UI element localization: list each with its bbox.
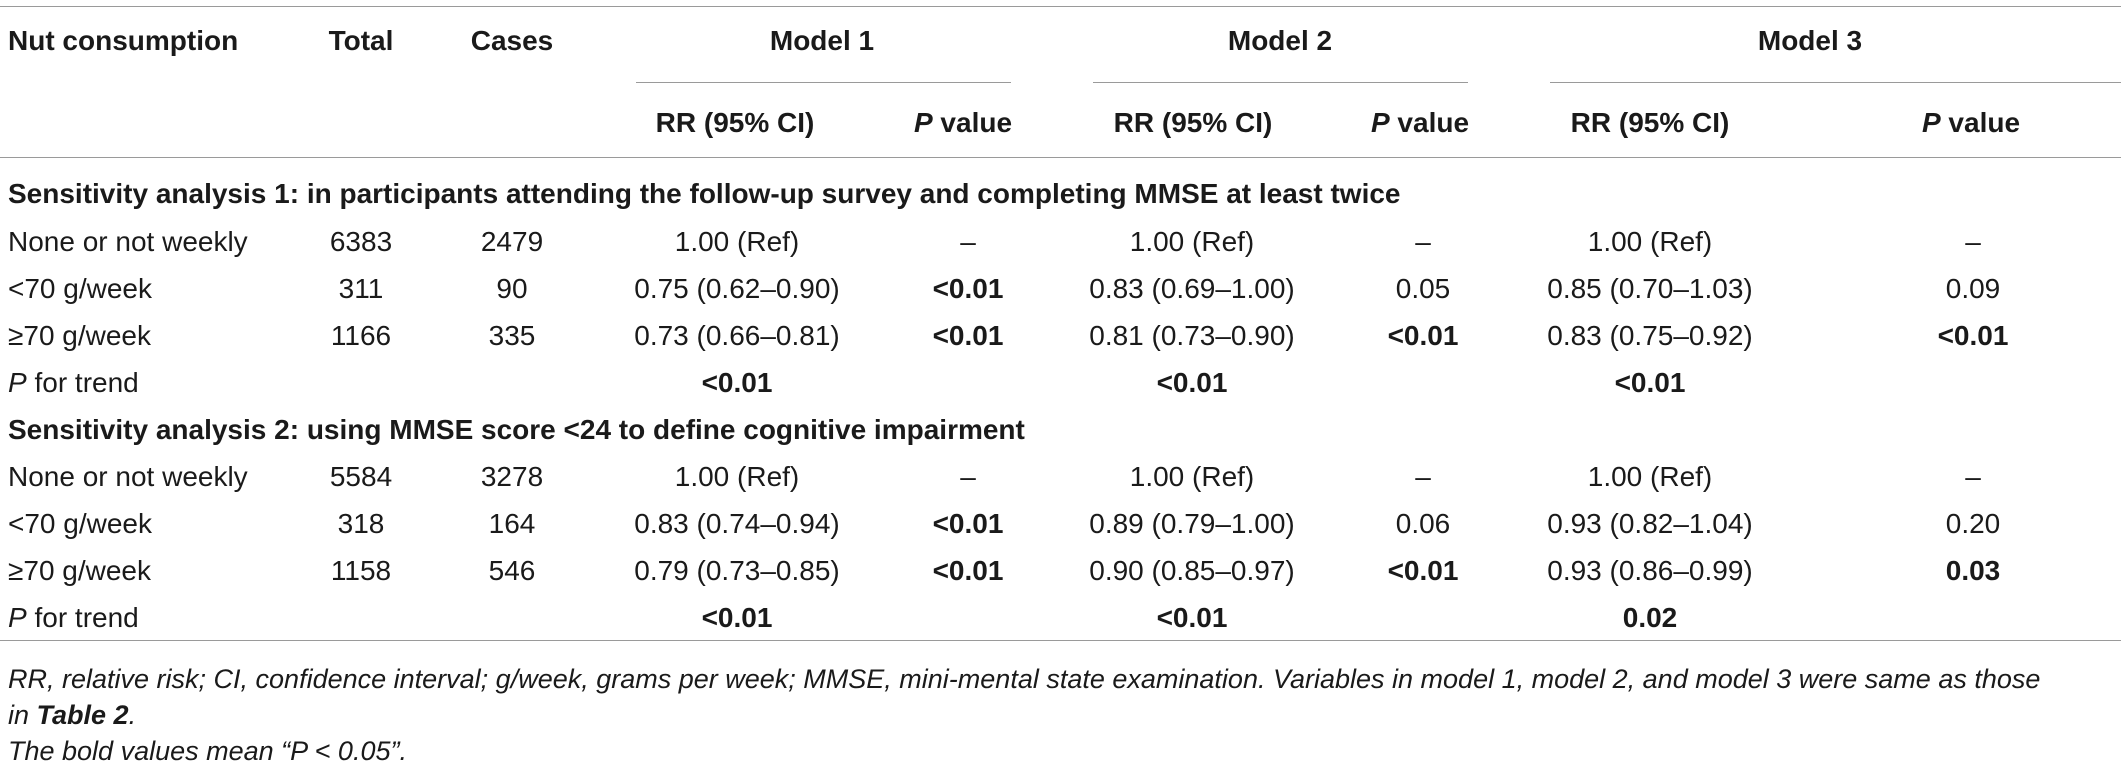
cell-cases: 2479	[480, 226, 544, 257]
cell-m3-rr: 0.93 (0.86–0.99)	[1547, 555, 1753, 586]
col-header-nut: Nut consumption	[8, 25, 239, 56]
header-rule	[0, 157, 2121, 158]
cell-m2-rr: 0.90 (0.85–0.97)	[1089, 555, 1295, 586]
cell-m2-p: <0.01	[1387, 320, 1459, 351]
cell-total: 311	[338, 273, 384, 304]
col-header-cases: Cases	[470, 25, 554, 56]
row-label: None or not weekly	[8, 226, 248, 257]
cell-m3-p: 0.20	[1945, 508, 2001, 539]
cell-m1-rr: 1.00 (Ref)	[674, 226, 800, 257]
cell-m2-p: –	[1415, 461, 1431, 492]
cell-cases: 546	[488, 555, 536, 586]
col-header-m3-p: P value	[1921, 107, 2021, 138]
model3-underline	[1550, 82, 2121, 83]
col-header-total: Total	[328, 25, 394, 56]
trend-m2: <0.01	[1156, 367, 1228, 398]
top-rule	[0, 6, 2121, 7]
section-title: Sensitivity analysis 2: using MMSE score…	[8, 414, 1025, 445]
col-header-model3: Model 3	[1757, 25, 1863, 56]
cell-m3-rr: 0.83 (0.75–0.92)	[1547, 320, 1753, 351]
cell-total: 318	[337, 508, 385, 539]
model2-underline	[1093, 82, 1468, 83]
trend-m3: 0.02	[1622, 602, 1678, 633]
cell-m3-rr: 0.93 (0.82–1.04)	[1547, 508, 1753, 539]
cell-cases: 90	[496, 273, 528, 304]
row-label: None or not weekly	[8, 461, 248, 492]
cell-total: 1166	[330, 320, 392, 351]
cell-m1-p: <0.01	[932, 273, 1004, 304]
cell-m2-rr: 0.81 (0.73–0.90)	[1089, 320, 1295, 351]
row-label: <70 g/week	[8, 508, 152, 539]
col-header-m3-rr: RR (95% CI)	[1570, 107, 1730, 138]
trend-m2: <0.01	[1156, 602, 1228, 633]
section-title: Sensitivity analysis 1: in participants …	[8, 178, 1401, 209]
cell-m3-p: –	[1965, 461, 1981, 492]
cell-m2-p: <0.01	[1387, 555, 1459, 586]
cell-m1-rr: 0.83 (0.74–0.94)	[634, 508, 840, 539]
cell-m1-rr: 0.73 (0.66–0.81)	[634, 320, 840, 351]
col-header-m1-p: P value	[913, 107, 1013, 138]
trend-m1: <0.01	[701, 367, 773, 398]
model1-underline	[636, 82, 1011, 83]
row-label: ≥70 g/week	[8, 555, 152, 586]
cell-m2-p: 0.06	[1395, 508, 1451, 539]
cell-total: 1158	[330, 555, 392, 586]
cell-m1-rr: 0.79 (0.73–0.85)	[634, 555, 840, 586]
trend-m3: <0.01	[1614, 367, 1686, 398]
cell-m3-rr: 1.00 (Ref)	[1587, 461, 1713, 492]
col-header-m2-rr: RR (95% CI)	[1113, 107, 1273, 138]
cell-cases: 164	[488, 508, 536, 539]
cell-m1-rr: 0.75 (0.62–0.90)	[634, 273, 840, 304]
cell-m3-p: 0.03	[1945, 555, 2001, 586]
cell-m2-rr: 0.83 (0.69–1.00)	[1089, 273, 1295, 304]
col-header-model1: Model 1	[769, 25, 875, 56]
table-2-link: Table 2	[36, 700, 129, 730]
cell-m2-rr: 1.00 (Ref)	[1129, 226, 1255, 257]
footnote-bold-meaning: The bold values mean “P < 0.05”.	[8, 736, 407, 766]
row-label: <70 g/week	[8, 273, 152, 304]
cell-m3-p: <0.01	[1937, 320, 2009, 351]
cell-m1-p: –	[960, 461, 976, 492]
cell-total: 6383	[329, 226, 393, 257]
cell-m3-p: –	[1965, 226, 1981, 257]
col-header-model2: Model 2	[1227, 25, 1333, 56]
cell-cases: 3278	[480, 461, 544, 492]
cell-m1-p: –	[960, 226, 976, 257]
cell-total: 5584	[329, 461, 393, 492]
cell-cases: 335	[488, 320, 536, 351]
bottom-rule	[0, 640, 2121, 641]
cell-m2-p: 0.05	[1395, 273, 1451, 304]
col-header-m2-p: P value	[1370, 107, 1470, 138]
cell-m2-rr: 1.00 (Ref)	[1129, 461, 1255, 492]
cell-m2-p: –	[1415, 226, 1431, 257]
cell-m1-rr: 1.00 (Ref)	[674, 461, 800, 492]
cell-m3-rr: 1.00 (Ref)	[1587, 226, 1713, 257]
cell-m2-rr: 0.89 (0.79–1.00)	[1089, 508, 1295, 539]
cell-m1-p: <0.01	[932, 555, 1004, 586]
row-label: ≥70 g/week	[8, 320, 152, 351]
footnote-table-ref: in Table 2.	[8, 700, 137, 730]
cell-m1-p: <0.01	[932, 320, 1004, 351]
trend-m1: <0.01	[701, 602, 773, 633]
col-header-m1-rr: RR (95% CI)	[655, 107, 815, 138]
trend-label: P for trend	[8, 602, 139, 633]
cell-m3-p: 0.09	[1945, 273, 2001, 304]
trend-label: P for trend	[8, 367, 139, 398]
footnote-abbreviations: RR, relative risk; CI, confidence interv…	[8, 664, 2041, 694]
cell-m3-rr: 0.85 (0.70–1.03)	[1547, 273, 1753, 304]
cell-m1-p: <0.01	[932, 508, 1004, 539]
